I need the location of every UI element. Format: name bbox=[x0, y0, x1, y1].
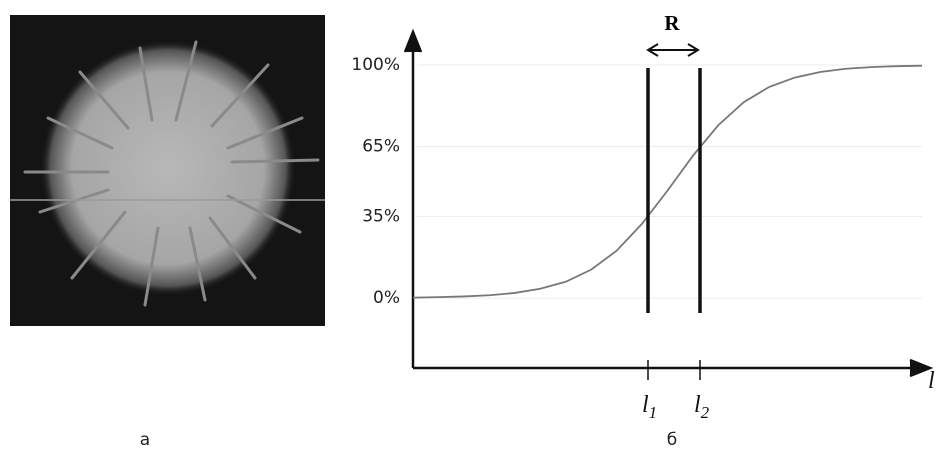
annotation: R bbox=[664, 11, 680, 35]
panel-label: а bbox=[140, 430, 150, 450]
marker-index: 2 bbox=[701, 403, 710, 422]
figure: l а б R 0% 35% 65% 100% l1 l2 bbox=[0, 0, 936, 457]
curve bbox=[413, 66, 922, 298]
marker-index: 1 bbox=[649, 403, 658, 422]
y-tick-label: 35% bbox=[362, 207, 400, 227]
r-annotation: R bbox=[648, 11, 698, 56]
axes bbox=[405, 32, 930, 376]
panel-label: б bbox=[667, 430, 677, 450]
y-tick-label: 65% bbox=[362, 137, 400, 157]
y-tick-label: 100% bbox=[351, 55, 400, 75]
marker-label: l2 bbox=[694, 392, 710, 422]
x-axis-label: l bbox=[928, 368, 935, 394]
y-tick-label: 0% bbox=[373, 288, 400, 308]
target-image bbox=[10, 15, 325, 326]
marker-label: l1 bbox=[642, 392, 657, 422]
